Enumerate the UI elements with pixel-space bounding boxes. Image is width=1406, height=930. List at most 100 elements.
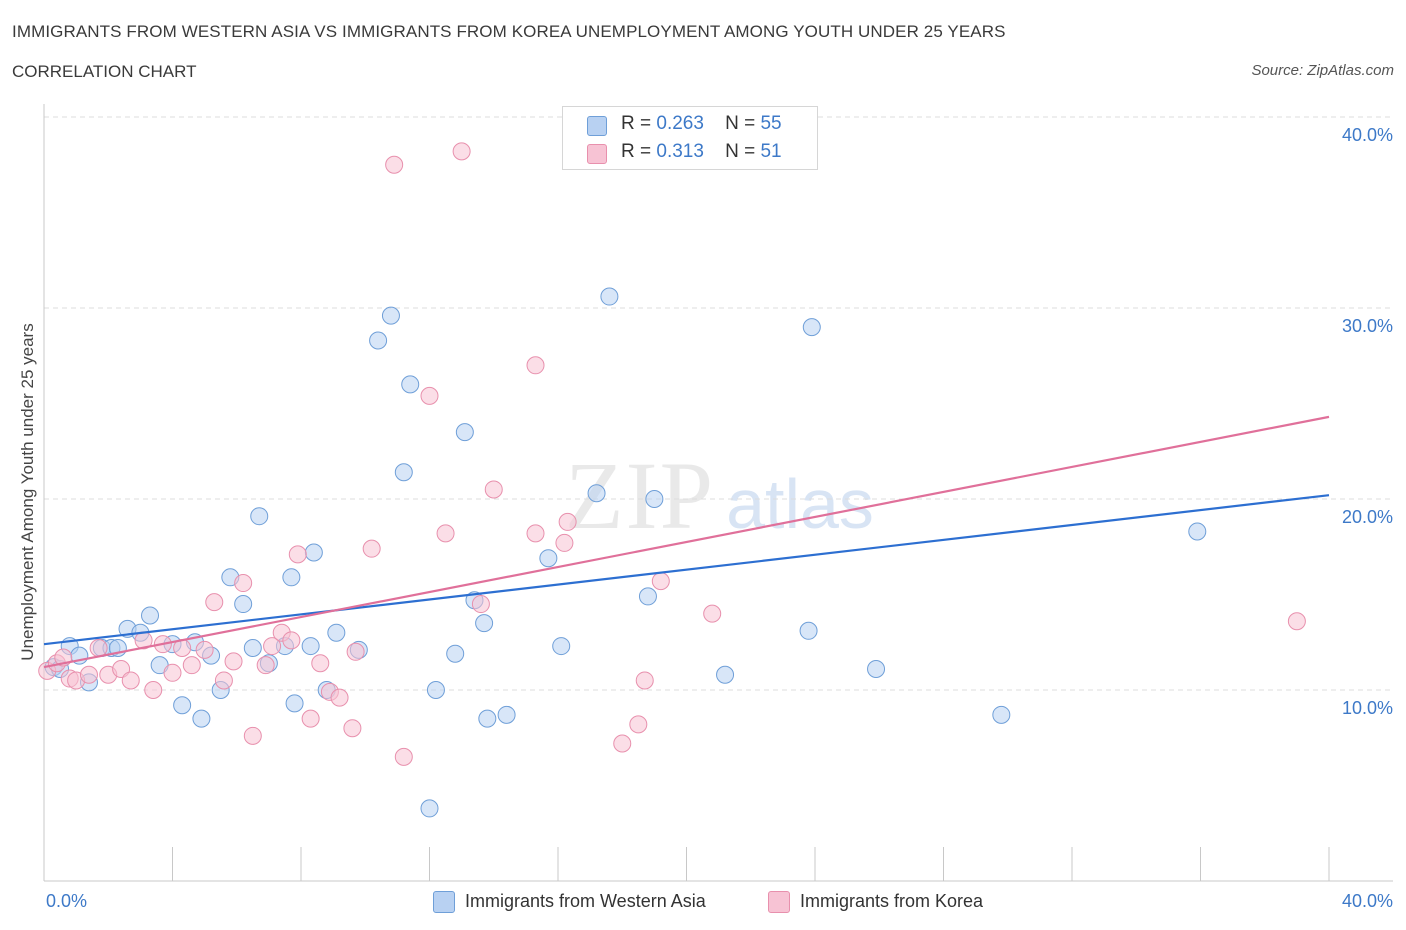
point-western-asia [867, 659, 886, 678]
legend-label-korea: Immigrants from Korea [800, 891, 984, 911]
point-korea [234, 574, 253, 593]
n-label: N = [725, 113, 756, 134]
point-korea [256, 656, 275, 675]
point-western-asia [192, 709, 211, 728]
legend-swatch-western-asia [587, 116, 607, 136]
point-korea [362, 539, 381, 558]
point-korea [526, 356, 545, 375]
r-label: R = [621, 141, 652, 162]
point-western-asia [327, 623, 346, 642]
point-korea [613, 734, 632, 753]
point-korea [182, 656, 201, 675]
point-western-asia [600, 287, 619, 306]
point-western-asia [645, 490, 664, 508]
point-western-asia [552, 637, 571, 656]
point-western-asia [304, 543, 323, 562]
source-label: Source: ZipAtlas.com [1251, 62, 1394, 79]
point-western-asia [446, 644, 465, 663]
x-tick-label-max: 40.0% [1342, 891, 1393, 911]
trend-line-korea [43, 415, 1330, 669]
point-western-asia [250, 507, 269, 526]
n-value-korea: 51 [760, 141, 782, 162]
point-western-asia [282, 568, 301, 587]
point-western-asia [369, 331, 388, 350]
r-value-korea: 0.313 [656, 141, 704, 162]
point-korea [112, 659, 131, 678]
point-western-asia [401, 375, 420, 394]
y-tick-label: 10.0% [1342, 698, 1393, 718]
n-value-western-asia: 55 [760, 113, 782, 134]
point-western-asia [539, 549, 558, 568]
point-korea [346, 642, 365, 661]
point-western-asia [173, 696, 192, 715]
point-korea [288, 545, 307, 564]
point-korea [385, 155, 404, 174]
point-korea [224, 652, 243, 671]
point-korea [420, 386, 439, 405]
r-value-western-asia: 0.263 [656, 113, 704, 134]
legend-swatch-korea [587, 144, 607, 164]
chart-title: IMMIGRANTS FROM WESTERN ASIA VS IMMIGRAN… [12, 22, 1006, 41]
point-korea [452, 142, 471, 161]
y-tick-label: 30.0% [1342, 316, 1393, 336]
point-korea [629, 715, 648, 734]
point-korea [558, 512, 577, 531]
point-korea [330, 688, 349, 707]
point-western-asia [799, 621, 818, 640]
point-western-asia [426, 681, 445, 699]
point-western-asia [381, 306, 400, 325]
point-korea [635, 671, 654, 690]
point-korea [89, 638, 108, 657]
watermark-zip: ZIP [565, 442, 715, 549]
y-axis-label: Unemployment Among Youth under 25 years [18, 323, 37, 660]
trend-line-western-asia [43, 494, 1330, 646]
y-tick-label: 40.0% [1342, 125, 1393, 145]
legend-swatch-korea [768, 891, 790, 913]
point-korea [436, 524, 455, 543]
point-western-asia [420, 799, 439, 818]
point-korea [484, 480, 503, 499]
point-western-asia [478, 709, 497, 728]
point-korea [263, 637, 282, 656]
point-korea [205, 593, 224, 612]
point-western-asia [802, 318, 821, 337]
point-korea [243, 726, 262, 745]
point-western-asia [285, 694, 304, 713]
r-label: R = [621, 113, 652, 134]
point-korea [163, 663, 182, 682]
point-korea [301, 709, 320, 728]
point-korea [555, 533, 574, 552]
series-legend: Immigrants from Western Asia Immigrants … [0, 890, 1406, 914]
point-korea [526, 524, 545, 543]
point-korea [471, 595, 490, 614]
point-korea [195, 640, 214, 659]
point-western-asia [638, 587, 657, 606]
point-western-asia [992, 705, 1011, 724]
point-western-asia [394, 463, 413, 482]
watermark-atlas: atlas [726, 465, 874, 543]
point-korea [703, 604, 722, 623]
point-western-asia [475, 614, 494, 633]
point-korea [343, 719, 362, 738]
point-korea [144, 681, 163, 699]
point-western-asia [243, 638, 262, 657]
point-western-asia [455, 423, 474, 442]
point-korea [79, 665, 98, 684]
point-korea [311, 654, 330, 673]
n-label: N = [725, 141, 756, 162]
y-tick-label: 20.0% [1342, 507, 1393, 527]
point-western-asia [141, 606, 160, 625]
point-korea [282, 631, 301, 650]
point-korea [214, 671, 233, 690]
legend-label-western-asia: Immigrants from Western Asia [465, 891, 706, 911]
point-korea [1287, 612, 1306, 631]
point-western-asia [497, 705, 516, 724]
chart-subtitle: CORRELATION CHART [12, 62, 197, 81]
legend-swatch-western-asia [433, 891, 455, 913]
point-western-asia [301, 637, 320, 656]
point-western-asia [587, 484, 606, 503]
point-western-asia [1188, 522, 1207, 541]
point-korea [651, 572, 670, 591]
point-korea [394, 747, 413, 766]
